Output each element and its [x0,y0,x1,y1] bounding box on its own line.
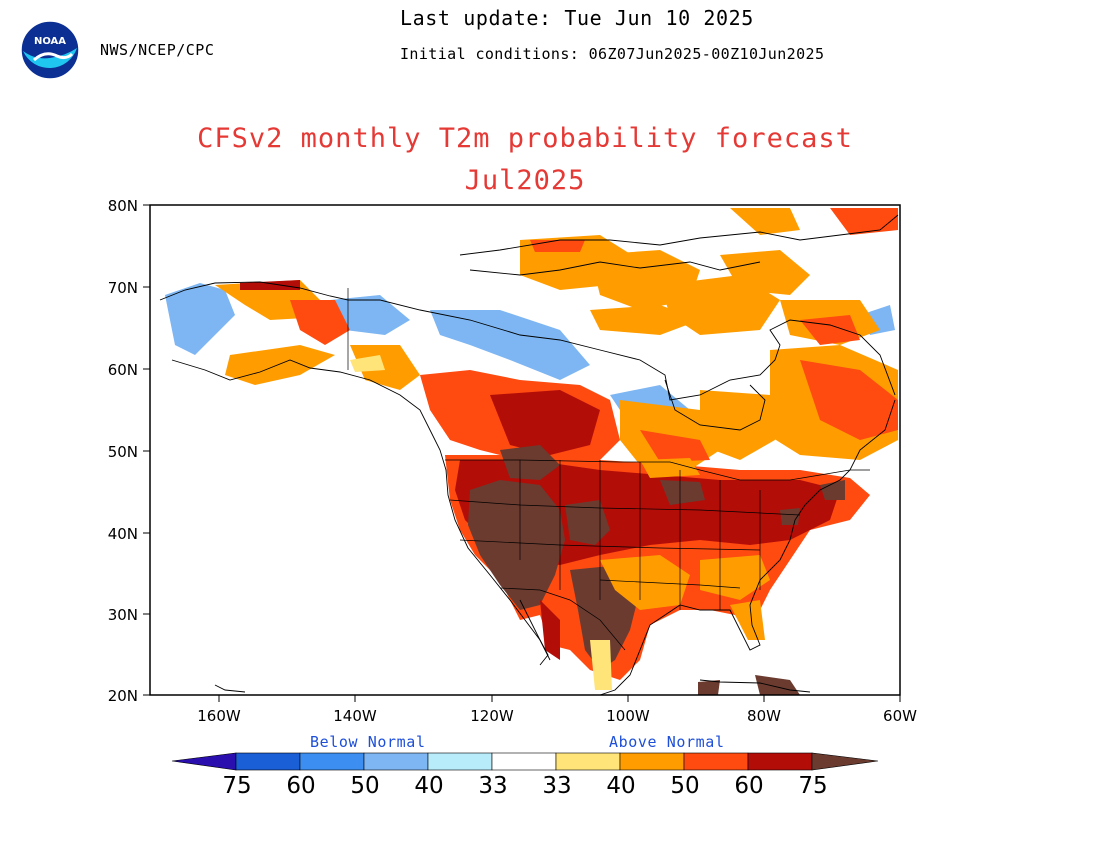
probability-shading [165,208,898,695]
lat-label-30n: 30N [108,606,138,624]
colorbar-tick-below-40: 40 [414,773,443,799]
lat-label-50n: 50N [108,443,138,461]
lat-label-70n: 70N [108,279,138,297]
map-subtitle: Jul2025 [464,165,586,196]
colorbar-above-50 [683,752,749,771]
lat-label-40n: 40N [108,525,138,543]
colorbar-above-75-arrow [811,752,879,771]
colorbar-below-50 [299,752,365,771]
colorbar-below-75-arrow [171,752,237,771]
colorbar-tick-below-50: 50 [350,773,379,799]
noaa-logo: NOAA [20,20,80,80]
lat-label-60n: 60N [108,361,138,379]
colorbar-tick-below-75: 75 [222,773,251,799]
colorbar-above-40 [619,752,685,771]
colorbar-above-60 [747,752,813,771]
lon-label-160w: 160W [197,707,241,725]
colorbar-tick-above-50: 50 [670,773,699,799]
colorbar-neutral [491,752,557,771]
colorbar-tick-above-60: 60 [734,773,763,799]
colorbar-tick-below-33: 33 [478,773,507,799]
colorbar-tick-below-60: 60 [286,773,315,799]
lon-label-100w: 100W [606,707,650,725]
last-update-text: Last update: Tue Jun 10 2025 [400,6,754,30]
borders [347,288,870,651]
map-title: CFSv2 monthly T2m probability forecast [197,123,853,154]
lat-label-20n: 20N [108,687,138,705]
lon-label-60w: 60W [883,707,917,725]
lon-label-120w: 120W [470,707,514,725]
colorbar-above-33 [555,752,621,771]
initial-conditions-text: Initial conditions: 06Z07Jun2025-00Z10Ju… [400,45,825,63]
lon-label-80w: 80W [747,707,781,725]
colorbar-tick-above-75: 75 [798,773,827,799]
above-normal-label: Above Normal [609,733,725,751]
agency-label: NWS/NCEP/CPC [100,41,215,59]
below-normal-label: Below Normal [310,733,426,751]
colorbar-below-40 [363,752,429,771]
axis-ticks [143,204,901,702]
colorbar-below-33 [427,752,493,771]
colorbar [171,752,879,771]
logo-text: NOAA [34,36,66,47]
lon-label-140w: 140W [333,707,377,725]
colorbar-tick-above-33: 33 [542,773,571,799]
colorbar-below-60 [235,752,301,771]
coastlines [159,214,899,695]
colorbar-tick-above-40: 40 [606,773,635,799]
lat-label-80n: 80N [108,197,138,215]
map-frame [149,204,901,696]
